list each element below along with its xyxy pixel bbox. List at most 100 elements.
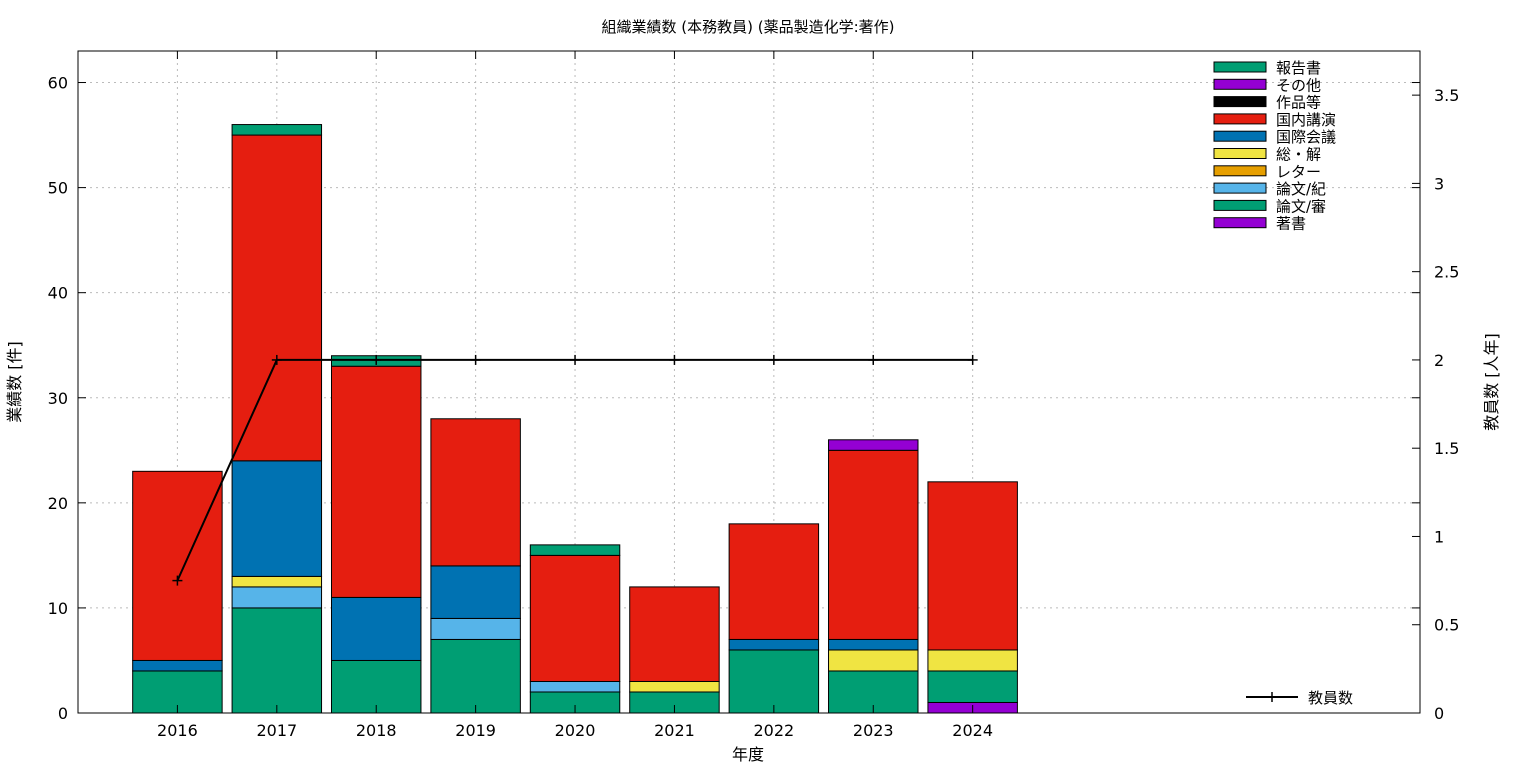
staff-point (172, 575, 183, 586)
bar-segment (728, 523, 820, 640)
legend-swatch (1213, 130, 1267, 142)
staff-point (768, 354, 779, 365)
bar-segment (231, 460, 323, 577)
legend-swatch (1213, 217, 1267, 229)
bar-segment (728, 649, 820, 714)
bar-segment (330, 365, 422, 598)
bar-segment (132, 659, 223, 672)
y2-tick-label: 1.5 (1434, 439, 1459, 458)
legend-item: 国内講演 (1213, 111, 1336, 129)
y2-axis-label: 教員数 [人年] (1482, 333, 1501, 431)
legend-swatch (1213, 113, 1267, 125)
x-tick-label: 2019 (455, 721, 496, 740)
y-tick-label: 50 (48, 179, 68, 198)
legend-swatch (1213, 182, 1267, 194)
legend-label: 論文/審 (1276, 197, 1326, 215)
plot-frame (77, 50, 1421, 714)
bar-segment (629, 586, 720, 682)
legend-item: その他 (1213, 76, 1321, 94)
legend-label: 作品等 (1276, 94, 1321, 112)
legend-item: 著書 (1213, 215, 1306, 233)
y2-tick-label: 3 (1434, 174, 1444, 193)
y-tick-label: 20 (48, 494, 68, 513)
bar-segment (231, 124, 323, 136)
y2-tick-label: 3.5 (1434, 86, 1459, 105)
bar-segment (927, 481, 1018, 651)
bar-segment (231, 575, 323, 588)
chart-title: 組織業績数 (本務教員) (薬品製造化学:著作) (602, 18, 895, 36)
legend-item: 総・解 (1213, 146, 1321, 164)
y2-tick-label: 1 (1434, 527, 1444, 546)
staff-point (570, 354, 581, 365)
staff-point (470, 354, 481, 365)
y-tick-label: 60 (48, 74, 68, 93)
x-tick-label: 2020 (555, 721, 596, 740)
legend-label: 総・解 (1276, 146, 1321, 164)
bar-segment (231, 586, 323, 609)
legend-label: 国内講演 (1276, 111, 1336, 129)
staff-line (172, 354, 978, 586)
y-tick-label: 40 (48, 284, 68, 303)
bar-segment (330, 596, 422, 661)
x-tick-label: 2021 (654, 721, 695, 740)
x-axis-label: 年度 (732, 745, 764, 764)
y2-tick-label: 0.5 (1434, 616, 1459, 635)
legend-item: 作品等 (1213, 94, 1321, 112)
y-tick-label: 0 (58, 704, 68, 723)
legend-item: 論文/審 (1213, 197, 1326, 215)
bars (132, 124, 1018, 714)
staff-point (271, 354, 282, 365)
y-tick-label: 30 (48, 389, 68, 408)
legend-label: 報告書 (1276, 59, 1321, 77)
axes: 0 10 20 30 40 50 60 0 0.5 1 1.5 2 2.5 3 3.5 2016 2017 201… (48, 50, 1459, 740)
x-tick-label: 2024 (952, 721, 993, 740)
legend-swatch (1213, 199, 1267, 211)
bar-segment (430, 418, 521, 567)
bar-segment (828, 439, 919, 451)
legend-line-label: 教員数 (1308, 689, 1353, 707)
legend-swatch (1213, 96, 1267, 108)
legend-swatch (1213, 78, 1267, 90)
bar-segment (728, 638, 820, 651)
legend-swatch (1213, 61, 1267, 73)
bar-segment (828, 449, 919, 640)
y2-tick-label: 2 (1434, 351, 1444, 370)
legend-swatch (1213, 148, 1267, 159)
legend-label: レター (1276, 163, 1321, 181)
x-tick-label: 2016 (157, 721, 198, 740)
bar-segment (828, 649, 919, 672)
bar-segment (430, 565, 521, 619)
legend-item: 報告書 (1213, 59, 1321, 77)
y2-tick-label: 2.5 (1434, 263, 1459, 282)
bar-segment (529, 554, 621, 682)
legend-label: 論文/紀 (1276, 180, 1326, 198)
bar-segment (927, 670, 1018, 703)
bar-segment (529, 680, 621, 693)
x-tick-label: 2022 (753, 721, 794, 740)
x-tick-label: 2018 (356, 721, 397, 740)
x-tick-label: 2023 (853, 721, 894, 740)
legend-item: 国際会議 (1213, 128, 1336, 146)
bar-segment (430, 638, 521, 714)
staff-point (868, 354, 879, 365)
y-tick-label: 10 (48, 599, 68, 618)
legend-item: レター (1213, 163, 1321, 181)
staff-point (669, 354, 680, 365)
legend-item-line: 教員数 (1246, 689, 1353, 707)
x-tick-label: 2017 (256, 721, 297, 740)
legend-label: 著書 (1276, 215, 1306, 233)
y2-tick-label: 0 (1434, 704, 1444, 723)
legend-item: 論文/紀 (1213, 180, 1326, 198)
bar-segment (529, 544, 621, 556)
legend-label: 国際会議 (1276, 128, 1336, 146)
bar-segment (430, 617, 521, 640)
staff-point (371, 354, 382, 365)
bar-segment (231, 607, 323, 714)
bar-segment (231, 134, 323, 462)
staff-point (967, 354, 978, 365)
legend-swatch (1213, 165, 1267, 177)
bar-segment (132, 470, 223, 661)
